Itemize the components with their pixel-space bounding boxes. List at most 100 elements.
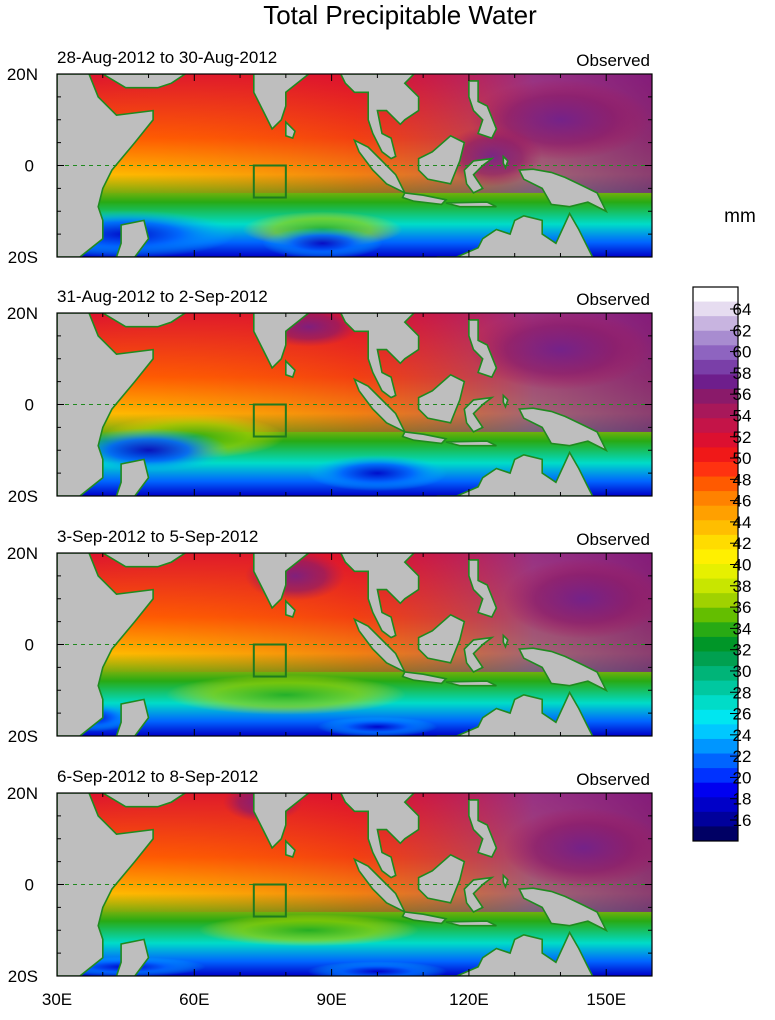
lat-label: 20S <box>8 967 38 986</box>
landmass <box>401 431 448 445</box>
map-panel: 3-Sep-2012 to 5-Sep-2012 Observed 20N 0 20S <box>7 527 653 746</box>
lat-label: 0 <box>25 396 34 415</box>
landmass <box>230 74 310 131</box>
colorbar-swatch <box>693 505 738 521</box>
landmass <box>284 359 296 379</box>
colorbar-tick-label: 52 <box>733 428 752 447</box>
lat-label: 20N <box>7 65 38 84</box>
study-box <box>252 643 287 678</box>
landmass <box>89 793 187 808</box>
landmass <box>470 74 477 75</box>
colorbar-swatch <box>693 666 738 682</box>
colorbar-swatch <box>693 389 738 405</box>
colorbar-tick-label: 42 <box>733 534 752 553</box>
colorbar-tick-label: 26 <box>733 705 752 724</box>
colorbar-swatch <box>693 695 738 711</box>
landmass <box>518 168 608 214</box>
landmass <box>502 633 509 649</box>
panel-date-range: 6-Sep-2012 to 8-Sep-2012 <box>57 767 258 786</box>
colorbar-swatch <box>693 622 738 638</box>
landmass <box>284 599 296 619</box>
landmass <box>502 393 509 409</box>
colorbar-tick-label: 28 <box>733 683 752 702</box>
map-panel: 28-Aug-2012 to 30-Aug-2012 Observed 20N 0 20… <box>7 48 653 267</box>
colorbar-swatch <box>693 534 738 550</box>
tpw-field <box>57 313 652 496</box>
study-box <box>252 164 287 199</box>
colorbar-swatch <box>693 491 738 507</box>
landmass <box>463 396 495 433</box>
tpw-field <box>57 74 652 257</box>
panel-date-range: 31-Aug-2012 to 2-Sep-2012 <box>57 287 268 306</box>
landmass <box>89 313 187 328</box>
colorbar-swatch <box>693 564 738 580</box>
panel-label: Observed <box>576 770 650 789</box>
lat-label: 20N <box>7 784 38 803</box>
landmass <box>115 219 150 257</box>
panel-label: Observed <box>576 290 650 309</box>
lat-label: 0 <box>25 157 34 176</box>
longitude-axis: 30E 60E 90E 120E 150E <box>42 990 626 1009</box>
colorbar-tick-label: 38 <box>733 577 752 596</box>
landmass <box>463 636 495 674</box>
landmass <box>468 799 498 858</box>
landmass <box>468 80 498 140</box>
map-panel: 6-Sep-2012 to 8-Sep-2012 Observed 20N 0 20S <box>7 767 653 986</box>
colorbar-swatch <box>693 768 738 784</box>
colorbar-swatch <box>693 797 738 813</box>
landmass <box>518 647 608 693</box>
landmass <box>89 74 187 89</box>
colorbar-unit: mm <box>724 206 756 227</box>
landmass <box>468 559 498 618</box>
colorbar-swatch <box>693 724 738 740</box>
colorbar-swatch <box>693 826 738 842</box>
landmass <box>230 553 310 610</box>
landmass <box>518 407 608 453</box>
landmass <box>401 911 448 925</box>
landmass <box>436 690 594 736</box>
landmass <box>470 553 477 554</box>
colorbar-swatch <box>693 287 738 303</box>
colorbar-swatch <box>693 709 738 725</box>
colorbar-swatch <box>693 593 738 609</box>
colorbar-tick-label: 46 <box>733 492 752 511</box>
landmass <box>230 793 310 850</box>
colorbar-swatch <box>693 651 738 667</box>
colorbar-tick-label: 20 <box>733 768 752 787</box>
landmass <box>284 120 296 140</box>
colorbar-swatch <box>693 680 738 696</box>
panel-date-range: 28-Aug-2012 to 30-Aug-2012 <box>57 48 277 67</box>
map-panels: 28-Aug-2012 to 30-Aug-2012 Observed 20N 0 20… <box>7 48 653 986</box>
colorbar-swatch <box>693 345 738 361</box>
lon-label: 30E <box>42 990 72 1009</box>
landmass <box>339 74 420 160</box>
landmass <box>436 450 594 496</box>
colorbar-swatch <box>693 418 738 434</box>
colorbar-tick-label: 54 <box>733 406 752 425</box>
landmass <box>470 793 477 794</box>
colorbar-swatch <box>693 316 738 332</box>
landmass <box>115 938 150 976</box>
landmass <box>502 154 509 170</box>
landmass <box>401 192 448 206</box>
landmass <box>445 201 497 208</box>
lat-label: 20N <box>7 544 38 563</box>
colorbar-swatch <box>693 374 738 390</box>
landmass <box>445 920 497 927</box>
lat-label: 20S <box>8 248 38 267</box>
colorbar-swatch <box>693 330 738 346</box>
colorbar-swatch <box>693 578 738 594</box>
tpw-field <box>57 793 652 976</box>
landmass <box>445 440 497 447</box>
colorbar-tick-label: 64 <box>733 300 752 319</box>
colorbar-swatch <box>693 359 738 375</box>
landmass <box>502 873 509 889</box>
landmass <box>417 613 466 664</box>
tpw-field <box>57 553 652 736</box>
colorbar-tick-label: 22 <box>733 747 752 766</box>
landmass <box>284 839 296 859</box>
colorbar-swatch <box>693 782 738 798</box>
colorbar-swatch <box>693 549 738 565</box>
lat-label: 20S <box>8 487 38 506</box>
lon-label: 120E <box>449 990 489 1009</box>
